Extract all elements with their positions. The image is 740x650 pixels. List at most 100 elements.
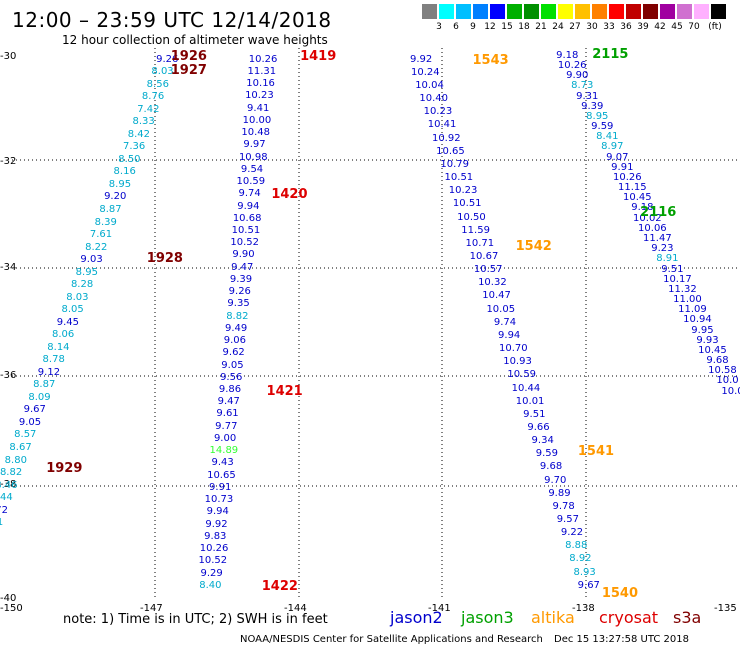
wave-height-value: 8.03 — [66, 291, 89, 303]
wave-height-value: 11.00 — [673, 294, 702, 306]
wave-height-value: 11.15 — [618, 182, 647, 194]
wave-height-value: 10.92 — [431, 132, 461, 144]
legend-label: 70 — [688, 22, 700, 32]
wave-height-value: 9.57 — [556, 514, 579, 525]
wave-height-value: 10.68 — [232, 212, 262, 224]
wave-height-value: 8.46 — [0, 479, 18, 491]
map-title: 12:00 – 23:59 UTC 12/14/2018 — [12, 8, 332, 32]
wave-height-value: 10.32 — [478, 277, 507, 289]
wave-height-value: 10.23 — [423, 106, 453, 118]
wave-height-value: 9.90 — [232, 249, 255, 261]
wave-height-value: 9.86 — [218, 384, 242, 396]
pass-id-jason3: 2116 — [640, 204, 677, 220]
pass-id-s3a: 1926 — [170, 49, 207, 64]
wave-height-value: 10.16 — [246, 78, 275, 90]
wave-height-value: 9.05 — [18, 416, 42, 428]
wave-height-value: 9.59 — [591, 121, 614, 133]
timestamp: Dec 15 13:27:58 UTC 2018 — [554, 634, 689, 645]
wave-height-value: 10.50 — [457, 211, 486, 223]
wave-height-value: 10.73 — [204, 494, 234, 506]
wave-height-value: 9.39 — [229, 273, 253, 285]
pass-id-s3a: 1929 — [46, 461, 83, 477]
legend-swatch — [524, 4, 539, 19]
legend-swatch — [592, 4, 607, 19]
wave-height-value: 8.78 — [42, 354, 65, 366]
wave-height-value: 9.39 — [581, 100, 604, 112]
wave-height-value: 9.92 — [205, 518, 228, 530]
legend-swatch — [422, 4, 437, 19]
wave-height-value: 8.95 — [108, 178, 132, 190]
wave-height-value: 10.51 — [452, 198, 482, 210]
wave-height-value: 11.47 — [643, 232, 672, 244]
wave-height-value: 8.82 — [226, 310, 249, 322]
legend-label: 42 — [654, 22, 666, 32]
wave-height-value: 8.92 — [569, 553, 592, 565]
wave-height-value: 10.26 — [248, 53, 278, 65]
wave-height-value: 10.26 — [613, 171, 642, 183]
pass-id-cryosat: 1420 — [271, 186, 308, 202]
wave-height-value: 11.59 — [461, 224, 490, 236]
wave-height-value: 10.17 — [663, 273, 692, 285]
legend-swatch — [541, 4, 556, 19]
credit-text: NOAA/NESDIS Center for Satellite Applica… — [240, 634, 543, 645]
wave-height-value: 8.76 — [141, 91, 165, 103]
wave-height-value: 8.95 — [75, 266, 98, 278]
sat-label-altika: altika — [531, 608, 575, 627]
wave-height-value: 9.29 — [200, 567, 223, 579]
wave-height-value: 9.78 — [552, 500, 575, 512]
wave-height-value: 8.51 — [0, 517, 4, 529]
wave-height-value: 10.04 — [415, 80, 444, 92]
sat-label-cryosat: cryosat — [599, 608, 659, 627]
wave-height-value: 10.71 — [465, 237, 495, 249]
wave-height-value: 9.07 — [606, 151, 629, 163]
wave-height-value: 8.42 — [127, 128, 151, 140]
wave-height-value: 9.67 — [577, 579, 600, 591]
pass-id-cryosat: 1422 — [261, 579, 298, 595]
legend-swatch — [439, 4, 454, 19]
legend-label: 15 — [501, 22, 513, 32]
wave-height-value: 8.14 — [47, 341, 70, 353]
wave-height-value: 8.67 — [9, 441, 32, 453]
wave-height-value: 10.23 — [448, 185, 478, 197]
wave-height-value: 9.26 — [156, 53, 179, 65]
wave-height-value: 8.03 — [151, 66, 174, 78]
wave-height-value: 9.90 — [566, 70, 589, 82]
pass-id-s3a: 1927 — [170, 62, 207, 78]
wave-height-value: 10.01 — [515, 395, 545, 407]
wave-height-value: 10.51 — [231, 224, 261, 236]
wave-height-value: 9.26 — [228, 286, 251, 298]
wave-height-value: 10.58 — [708, 365, 737, 377]
wave-height-value: 9.34 — [531, 435, 554, 447]
wave-height-value: 10.51 — [444, 172, 474, 184]
wave-height-value: 10.93 — [503, 356, 532, 368]
wave-height-value: 10.02 — [633, 212, 662, 224]
wave-height-value: 11.09 — [678, 304, 707, 316]
legend-label: 45 — [671, 22, 683, 32]
lon-label: -150 — [0, 603, 23, 614]
wave-height-value: 10.65 — [436, 145, 465, 157]
lon-label: -141 — [428, 603, 451, 614]
lat-label: -34 — [0, 262, 17, 273]
wave-height-value: 8.40 — [199, 579, 222, 591]
wave-height-value: 9.59 — [535, 448, 559, 460]
wave-height-value: 7.36 — [123, 141, 146, 153]
wave-height-value: 10.48 — [241, 127, 271, 139]
wave-height-value: 10.47 — [482, 290, 511, 302]
wave-height-value: 10.59 — [507, 369, 537, 381]
wave-height-value: 10.0 — [716, 375, 739, 387]
wave-height-value: 8.97 — [601, 141, 624, 153]
wave-height-value: 9.12 — [37, 366, 61, 378]
lon-label: -138 — [572, 603, 595, 614]
wave-height-value: 10.26 — [557, 60, 587, 72]
legend-swatch — [575, 4, 590, 19]
wave-height-value: 9.62 — [222, 347, 245, 359]
legend-swatch — [711, 4, 726, 19]
wave-height-value: 9.70 — [544, 474, 567, 486]
wave-height-value: 10.65 — [207, 469, 236, 481]
wave-height-value: 10.05 — [486, 303, 516, 315]
wave-height-value: 10.94 — [683, 314, 712, 326]
wave-height-value: 9.67 — [23, 404, 46, 416]
wave-height-value: 10.06 — [638, 222, 667, 234]
wave-height-value: 10.23 — [245, 90, 274, 102]
